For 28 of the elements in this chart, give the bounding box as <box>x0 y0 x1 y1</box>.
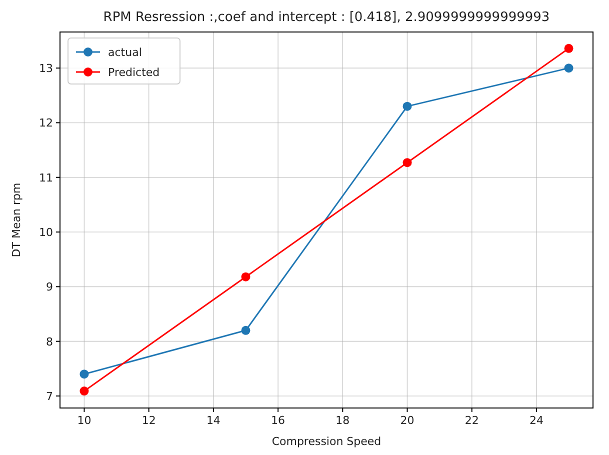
y-tick-label: 13 <box>39 62 53 76</box>
point <box>80 386 89 396</box>
point <box>564 44 574 53</box>
x-tick-label: 24 <box>529 414 544 427</box>
x-tick-label: 16 <box>271 414 286 427</box>
point <box>241 272 250 282</box>
point <box>564 64 574 73</box>
x-tick-label: 20 <box>400 414 414 427</box>
point <box>241 326 250 335</box>
x-tick-label: 22 <box>464 414 479 427</box>
x-tick-label: 12 <box>142 414 156 427</box>
y-tick-label: 8 <box>46 335 53 348</box>
point <box>80 370 89 379</box>
y-tick-label: 11 <box>39 171 53 184</box>
y-tick-label: 9 <box>46 280 53 294</box>
legend-label: actual <box>108 46 142 59</box>
x-tick-label: 10 <box>77 414 92 427</box>
y-tick-label: 10 <box>39 226 53 240</box>
x-tick-label: 14 <box>206 414 220 427</box>
x-axis-title: Compression Speed <box>272 435 382 448</box>
legend-label: Predicted <box>108 66 160 79</box>
y-tick-label: 12 <box>39 116 53 130</box>
point <box>402 158 412 168</box>
y-tick-label: 7 <box>46 390 53 403</box>
y-axis-title: DT Mean rpm <box>10 182 23 258</box>
x-tick-label: 18 <box>336 414 350 427</box>
chart-title: RPM Resression :,coef and intercept : [0.418], 2.9099999999999993 <box>103 10 550 25</box>
point <box>402 102 412 111</box>
